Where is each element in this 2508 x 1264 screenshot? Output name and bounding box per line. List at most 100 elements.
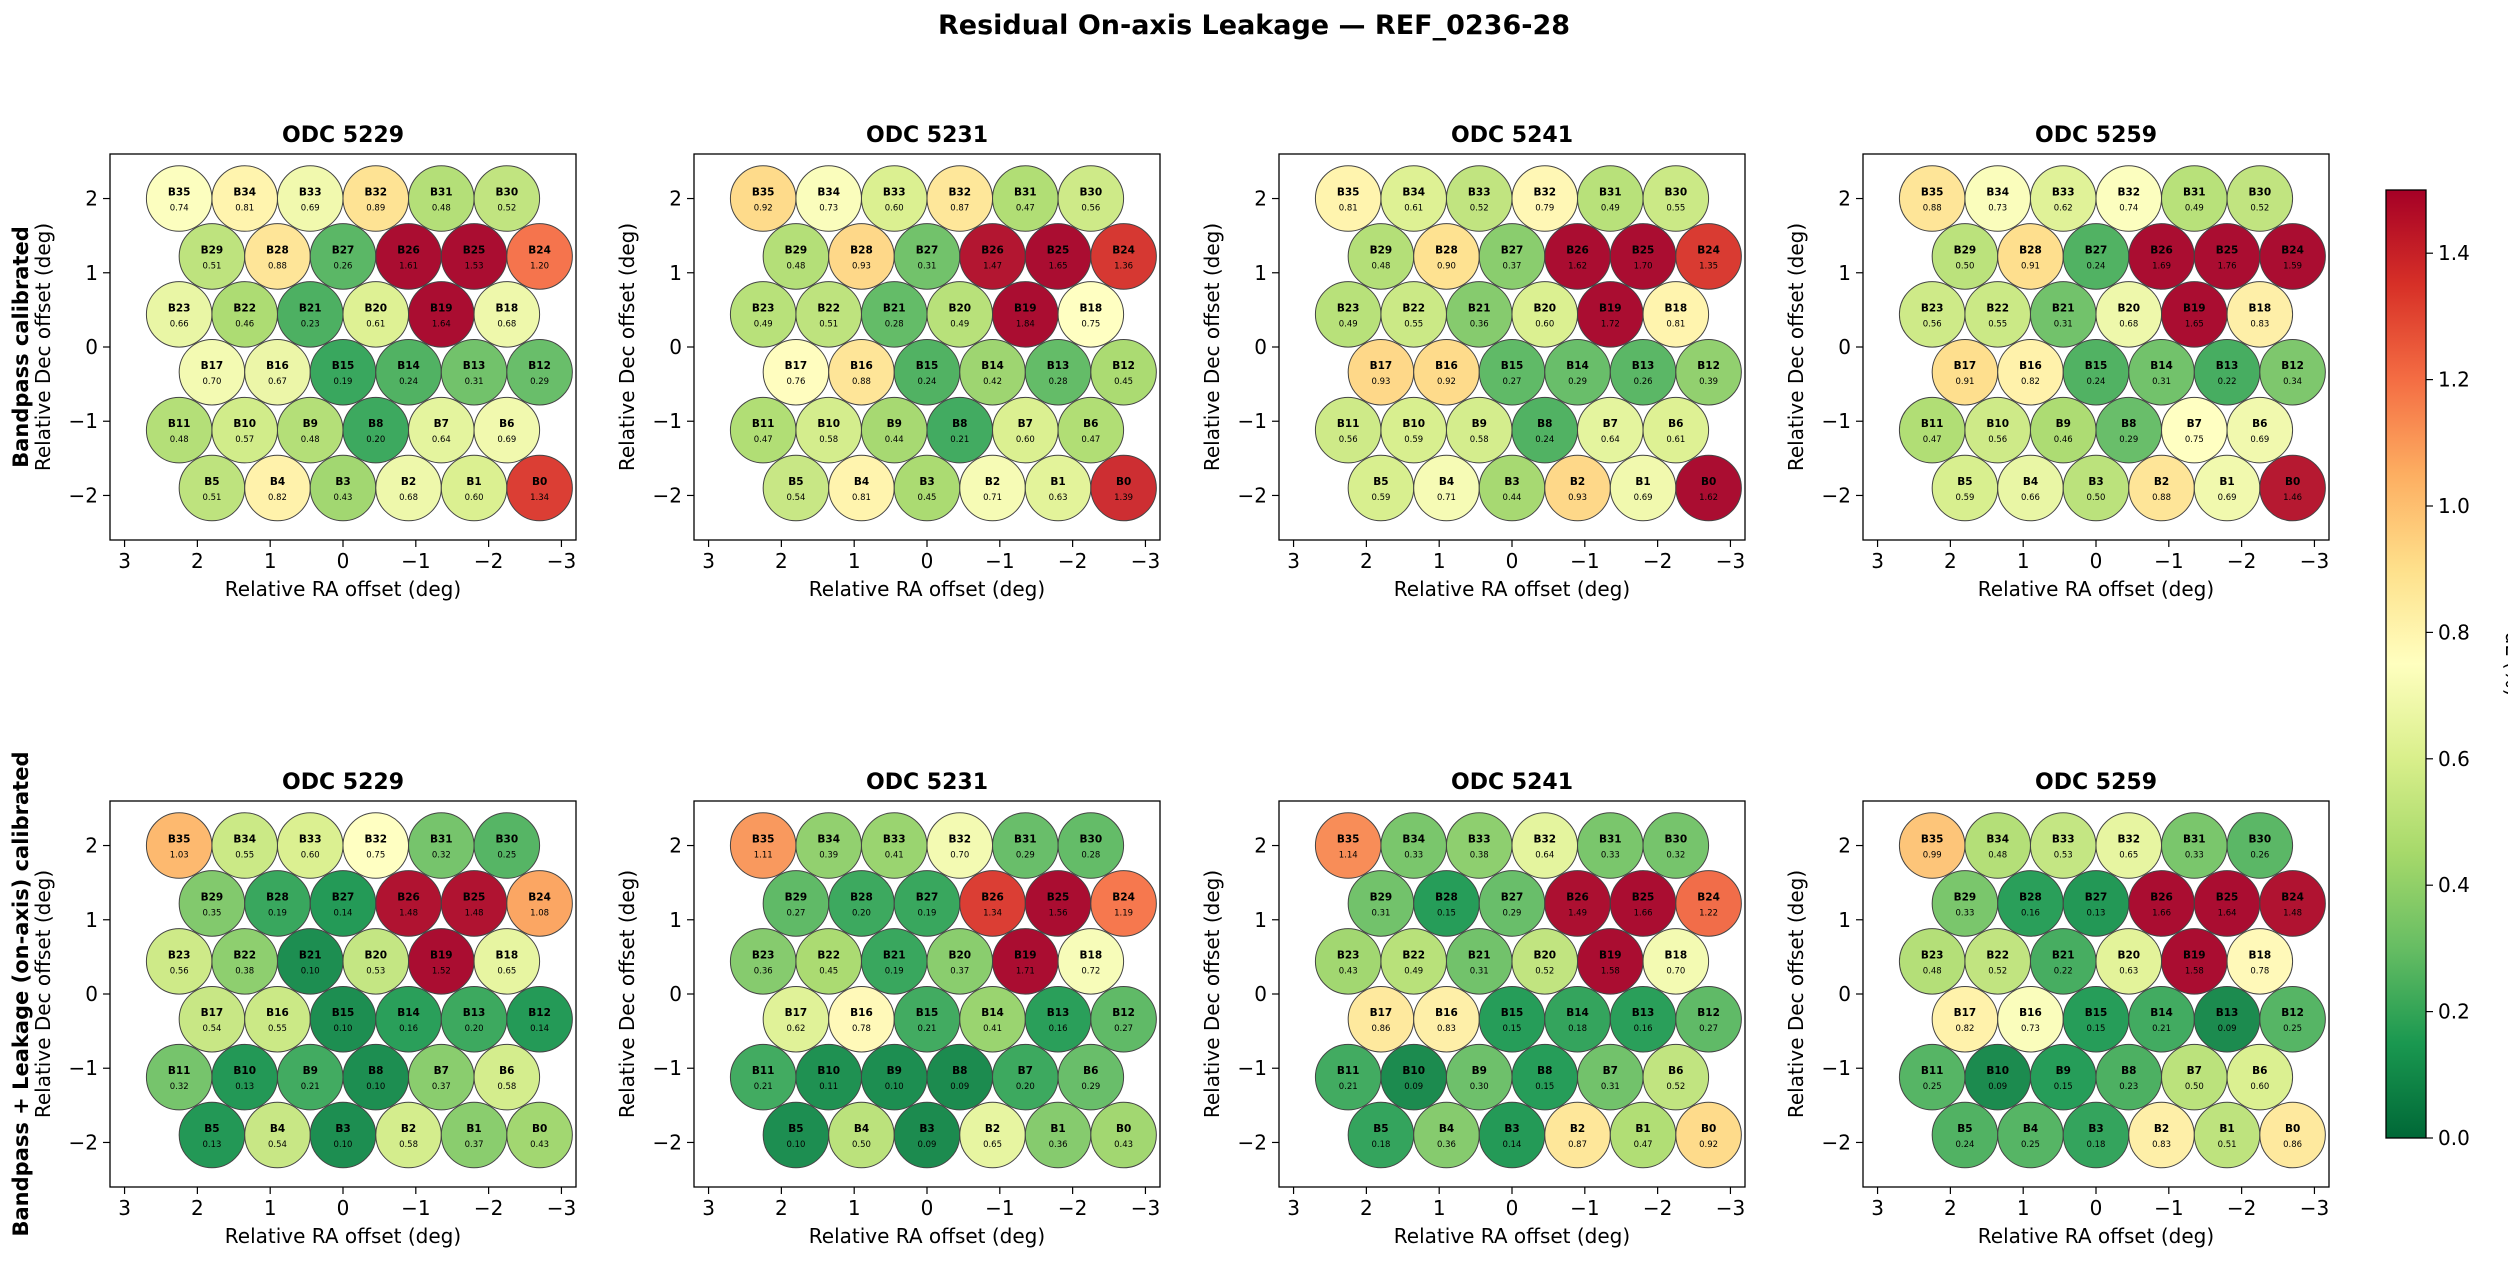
beam-label: B22 (1986, 949, 2009, 961)
x-tick-label: 1 (264, 1196, 277, 1220)
beam-value-label: 0.57 (235, 435, 254, 445)
colorbar-tick-label: 0.6 (2438, 747, 2470, 771)
y-tick-label: 1 (1838, 261, 1851, 285)
beam-label: B9 (2056, 418, 2071, 430)
beam-label: B16 (1435, 1007, 1458, 1019)
beam-label: B19 (2183, 302, 2206, 314)
beam-value-label: 1.62 (1699, 493, 1718, 503)
beam-label: B1 (1635, 1123, 1650, 1135)
beam-label: B0 (1701, 476, 1716, 488)
y-tick-label: 1 (669, 908, 682, 932)
beam-label: B13 (1632, 1007, 1655, 1019)
panel-title: ODC 5259 (2035, 770, 2157, 795)
beam-label: B5 (204, 1123, 219, 1135)
beam-value-label: 0.55 (1666, 204, 1685, 214)
x-axis-label: Relative RA offset (deg) (225, 577, 461, 601)
beam-label: B0 (2285, 1123, 2300, 1135)
beam-value-label: 0.61 (1666, 435, 1685, 445)
x-tick-label: 3 (1287, 1196, 1300, 1220)
beam-value-label: 1.56 (1049, 908, 1068, 918)
beam-label: B11 (1337, 1065, 1360, 1077)
y-tick-label: 1 (669, 261, 682, 285)
y-tick-label: −2 (69, 1130, 98, 1154)
beam-value-label: 0.49 (2185, 204, 2204, 214)
beam-label: B6 (2252, 418, 2267, 430)
beam-value-label: 0.20 (1016, 1082, 1035, 1092)
beam-label: B34 (233, 187, 256, 199)
beam-label: B13 (2216, 1007, 2239, 1019)
beam-value-label: 0.21 (2152, 1024, 2171, 1034)
beam-label: B33 (2052, 834, 2075, 846)
beam-value-label: 0.37 (432, 1082, 451, 1092)
beam-value-label: 0.13 (2087, 908, 2106, 918)
x-tick-label: 2 (1360, 1196, 1373, 1220)
beam-label: B15 (332, 360, 355, 372)
beam-value-label: 0.69 (301, 204, 320, 214)
beam-label: B28 (2019, 244, 2042, 256)
beam-label: B6 (1083, 418, 1098, 430)
beam-label: B24 (528, 244, 551, 256)
beam-label: B4 (270, 476, 285, 488)
beam-value-label: 0.36 (1049, 1140, 1068, 1150)
beam-value-label: 0.49 (1404, 966, 1423, 976)
beam-value-label: 0.73 (1988, 204, 2007, 214)
beam-label: B33 (883, 187, 906, 199)
beam-value-label: 0.66 (2021, 493, 2040, 503)
beam-value-label: 0.23 (2119, 1082, 2138, 1092)
beam-label: B9 (887, 1065, 902, 1077)
beam-value-label: 0.58 (1470, 435, 1489, 445)
x-tick-label: 3 (702, 1196, 715, 1220)
x-axis-label: Relative RA offset (deg) (809, 577, 1045, 601)
beam-value-label: 0.82 (2021, 377, 2040, 387)
y-tick-label: −1 (69, 1056, 98, 1080)
colorbar-tick-label: 0.2 (2438, 1000, 2470, 1024)
x-axis-label: Relative RA offset (deg) (225, 1224, 461, 1248)
y-tick-label: −1 (1822, 409, 1851, 433)
beam-label: B26 (397, 891, 420, 903)
beam-value-label: 1.58 (2185, 966, 2204, 976)
beam-label: B0 (532, 1123, 547, 1135)
beam-label: B23 (168, 949, 191, 961)
beam-b18 (1642, 281, 1710, 348)
beam-value-label: 0.75 (366, 851, 385, 861)
beam-value-label: 0.28 (1081, 851, 1100, 861)
y-axis-label: Relative Dec offset (deg) (615, 223, 639, 471)
beam-label: B22 (1402, 949, 1425, 961)
beam-value-label: 1.76 (2218, 261, 2237, 271)
beam-value-label: 0.43 (1114, 1140, 1133, 1150)
beam-label: B18 (1665, 949, 1688, 961)
beam-value-label: 0.81 (1339, 204, 1358, 214)
beam-value-label: 0.23 (301, 319, 320, 329)
beam-value-label: 0.29 (530, 377, 549, 387)
beam-value-label: 0.19 (885, 966, 904, 976)
colorbar-label: dL (%) (2501, 632, 2508, 697)
beam-group: B35 1.11 B34 0.39 B33 0.41 B32 0.70 B31 0.29 B30 0.… (729, 812, 1157, 1169)
beam-value-label: 0.29 (2119, 435, 2138, 445)
beam-value-label: 0.16 (399, 1024, 418, 1034)
x-tick-label: 3 (1871, 1196, 1884, 1220)
x-tick-label: 3 (118, 549, 131, 573)
beam-value-label: 0.69 (2250, 435, 2269, 445)
beam-value-label: 0.43 (1339, 966, 1358, 976)
beam-label: B35 (1921, 834, 1944, 846)
x-tick-label: −1 (985, 549, 1014, 573)
beam-label: B3 (2088, 476, 2103, 488)
x-tick-label: 3 (1871, 549, 1884, 573)
beam-value-label: 0.30 (1470, 1082, 1489, 1092)
beam-b30 (473, 812, 541, 879)
beam-label: B30 (496, 834, 519, 846)
beam-b24 (2259, 223, 2326, 290)
beam-label: B30 (496, 187, 519, 199)
panel-title: ODC 5231 (866, 770, 988, 795)
beam-label: B29 (201, 244, 224, 256)
beam-value-label: 1.84 (1016, 319, 1035, 329)
beam-label: B21 (2052, 302, 2075, 314)
beam-label: B18 (496, 949, 519, 961)
beam-value-label: 0.52 (2250, 204, 2269, 214)
beam-value-label: 1.72 (1601, 319, 1620, 329)
beam-value-label: 0.49 (950, 319, 969, 329)
beam-label: B17 (785, 360, 808, 372)
beam-label: B1 (2219, 1123, 2234, 1135)
beam-value-label: 0.58 (819, 435, 838, 445)
beam-value-label: 0.91 (1955, 377, 1974, 387)
